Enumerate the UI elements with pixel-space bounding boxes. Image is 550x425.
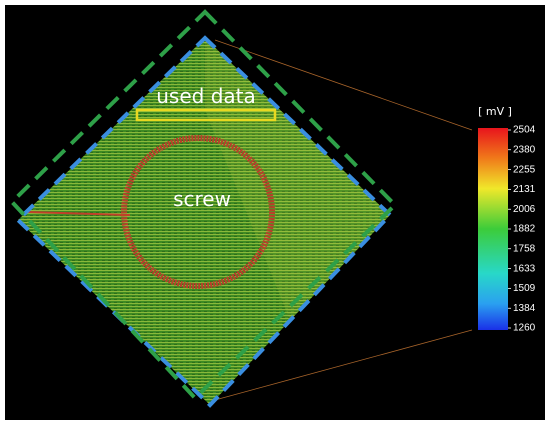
colorbar	[478, 128, 508, 330]
tick-label: 1509	[513, 283, 536, 294]
tick-label: 1633	[513, 263, 536, 274]
tick-label: 1384	[513, 303, 536, 314]
tick-label: 2131	[513, 184, 536, 195]
red-line	[27, 211, 131, 216]
tick-label: 2380	[513, 144, 536, 155]
zoom-line	[214, 329, 473, 401]
tick-label: 2255	[513, 164, 536, 175]
tick-label: 1260	[513, 323, 536, 334]
scan-shade	[205, 38, 390, 320]
tick-label: 2006	[513, 204, 536, 215]
tick-label: 1758	[513, 243, 536, 254]
tick-label: 2504	[513, 125, 536, 136]
scan-border	[15, 35, 393, 408]
used-data-label: used data	[156, 84, 256, 108]
used-data-box	[135, 108, 277, 122]
tick-label: 1882	[513, 224, 536, 235]
outer-border	[9, 9, 398, 401]
screw-outline	[121, 135, 275, 289]
colorbar-title: [ mV ]	[478, 105, 512, 118]
screw-label: screw	[173, 187, 231, 211]
zoom-line	[214, 39, 473, 131]
